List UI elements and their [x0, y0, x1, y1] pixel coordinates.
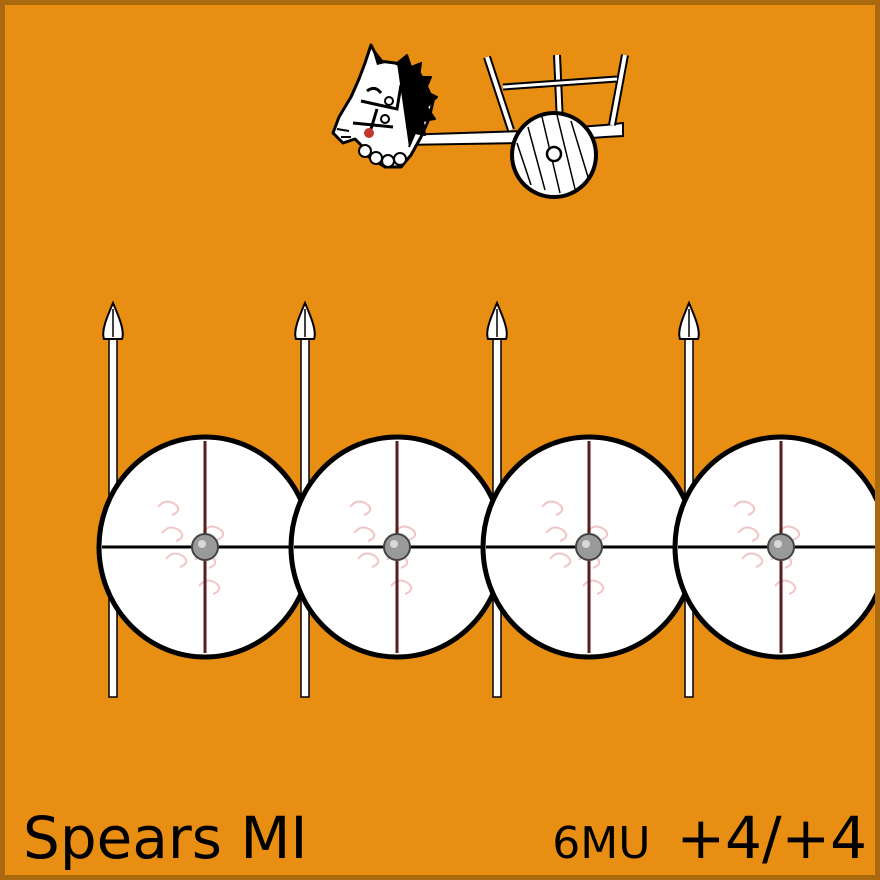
shield-icon	[480, 434, 698, 660]
shield-icon	[96, 434, 314, 660]
spear-shield-wall-icon	[96, 300, 875, 698]
unit-stats: 6MU +4/+4	[552, 804, 867, 875]
combat-factors: +4/+4	[676, 804, 867, 872]
unit-name: Spears MI	[23, 804, 308, 872]
horse-chariot-icon	[331, 43, 629, 199]
movement-rating: 6MU	[552, 818, 651, 869]
card-artwork	[96, 43, 875, 698]
shield-icon	[288, 434, 506, 660]
shield-icon	[672, 434, 875, 660]
